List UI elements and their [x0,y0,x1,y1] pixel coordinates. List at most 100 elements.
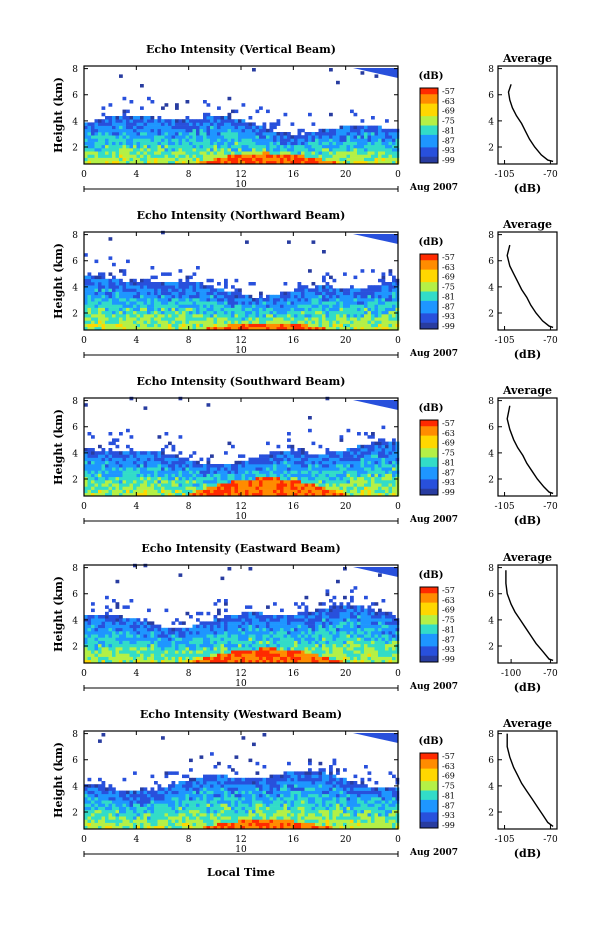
heatmap-cell [189,637,193,641]
heatmap-cell [276,314,281,318]
heatmap-cell [367,291,372,296]
heatmap-cell [94,480,99,484]
heatmap-cell [84,464,88,468]
heatmap-cell [325,492,330,497]
heatmap-cell [94,307,99,312]
heatmap-cell [262,624,267,629]
heatmap-cell [301,470,305,474]
heatmap-cell [115,323,120,328]
heatmap-cell [171,460,176,465]
heatmap-cell [374,138,379,142]
heatmap-cell [287,240,291,244]
heatmap-cell [84,624,88,629]
heatmap-cell [322,320,326,324]
heatmap-cell [168,310,172,315]
heatmap-cell [273,621,277,625]
heatmap-cell [164,643,169,648]
heatmap-cell [122,122,127,126]
heatmap-cell [108,157,113,162]
heatmap-cell [217,138,221,142]
heatmap-cell [336,486,340,490]
heatmap-cell [168,659,172,664]
heatmap-cell [84,314,88,318]
heatmap-cell [336,148,340,152]
heatmap-cell [231,291,235,296]
heatmap-cell [318,288,323,292]
heatmap-cell [196,653,200,657]
heatmap-cell [108,122,113,126]
heatmap-cell [255,144,260,149]
heatmap-cell [94,326,99,331]
heatmap-cell [115,125,120,130]
heatmap-cell [371,470,375,474]
heatmap-cell [381,480,386,484]
heatmap-cell [94,451,99,455]
heatmap-cell [364,489,368,494]
heatmap-cell [122,454,127,458]
heatmap-cell [252,314,256,318]
heatmap-cell [343,480,347,484]
heatmap-cell [91,480,95,484]
heatmap-cell [290,451,295,455]
heatmap-cell [224,310,228,315]
heatmap-cell [227,291,232,296]
heatmap-cell [262,634,267,638]
heatmap-cell [119,656,123,661]
x-tick-label: 12 [235,336,246,346]
heatmap-cell [143,451,148,455]
heatmap-cell [91,659,95,664]
heatmap-cell [108,480,113,484]
heatmap-cell [266,460,270,465]
heatmap-cell [385,323,389,328]
heatmap-cell [189,294,193,299]
heatmap-cell [262,320,267,324]
heatmap-cell [276,135,281,139]
heatmap-cell [318,160,323,165]
heatmap-cell [171,480,176,484]
heatmap-cell [311,240,316,244]
heatmap-cell [336,310,340,315]
heatmap-cell [332,135,337,139]
heatmap-cell [210,135,214,139]
heatmap-cell [255,615,260,619]
heatmap-cell [108,103,113,107]
heatmap-cell [280,154,284,158]
heatmap-cell [182,154,186,158]
heatmap-cell [126,473,130,478]
heatmap-cell [133,659,137,664]
heatmap-cell [154,480,158,484]
heatmap-cell [255,304,260,308]
heatmap-cell [157,464,162,468]
heatmap-cell [143,160,148,165]
heatmap-cell [192,483,197,487]
heatmap-cell [346,301,351,305]
heatmap-cell [273,467,277,471]
heatmap-cell [311,148,316,152]
heatmap-cell [266,647,270,651]
heatmap-cell [157,659,162,664]
heatmap-cell [325,320,330,324]
heatmap-cell [290,615,295,619]
heatmap-cell [203,470,207,474]
heatmap-cell [84,278,88,283]
heatmap-cell [227,489,232,494]
heatmap-cell [364,444,368,449]
heatmap-cell [269,615,274,619]
heatmap-cell [94,144,99,149]
heatmap-cell [339,323,344,328]
heatmap-cell [287,476,291,481]
heatmap-cell [175,106,179,110]
heatmap-cell [385,464,389,468]
heatmap-cell [339,317,344,321]
heatmap-cell [315,489,319,494]
heatmap-cell [122,323,127,328]
heatmap-cell [311,151,316,155]
heatmap-cell [301,464,305,468]
heatmap-cell [210,470,214,474]
heatmap-cell [304,492,309,497]
heatmap-cell [115,602,120,606]
heatmap-cell [248,473,253,478]
heatmap-cell [87,492,92,497]
heatmap-cell [273,460,277,465]
heatmap-cell [350,151,354,155]
